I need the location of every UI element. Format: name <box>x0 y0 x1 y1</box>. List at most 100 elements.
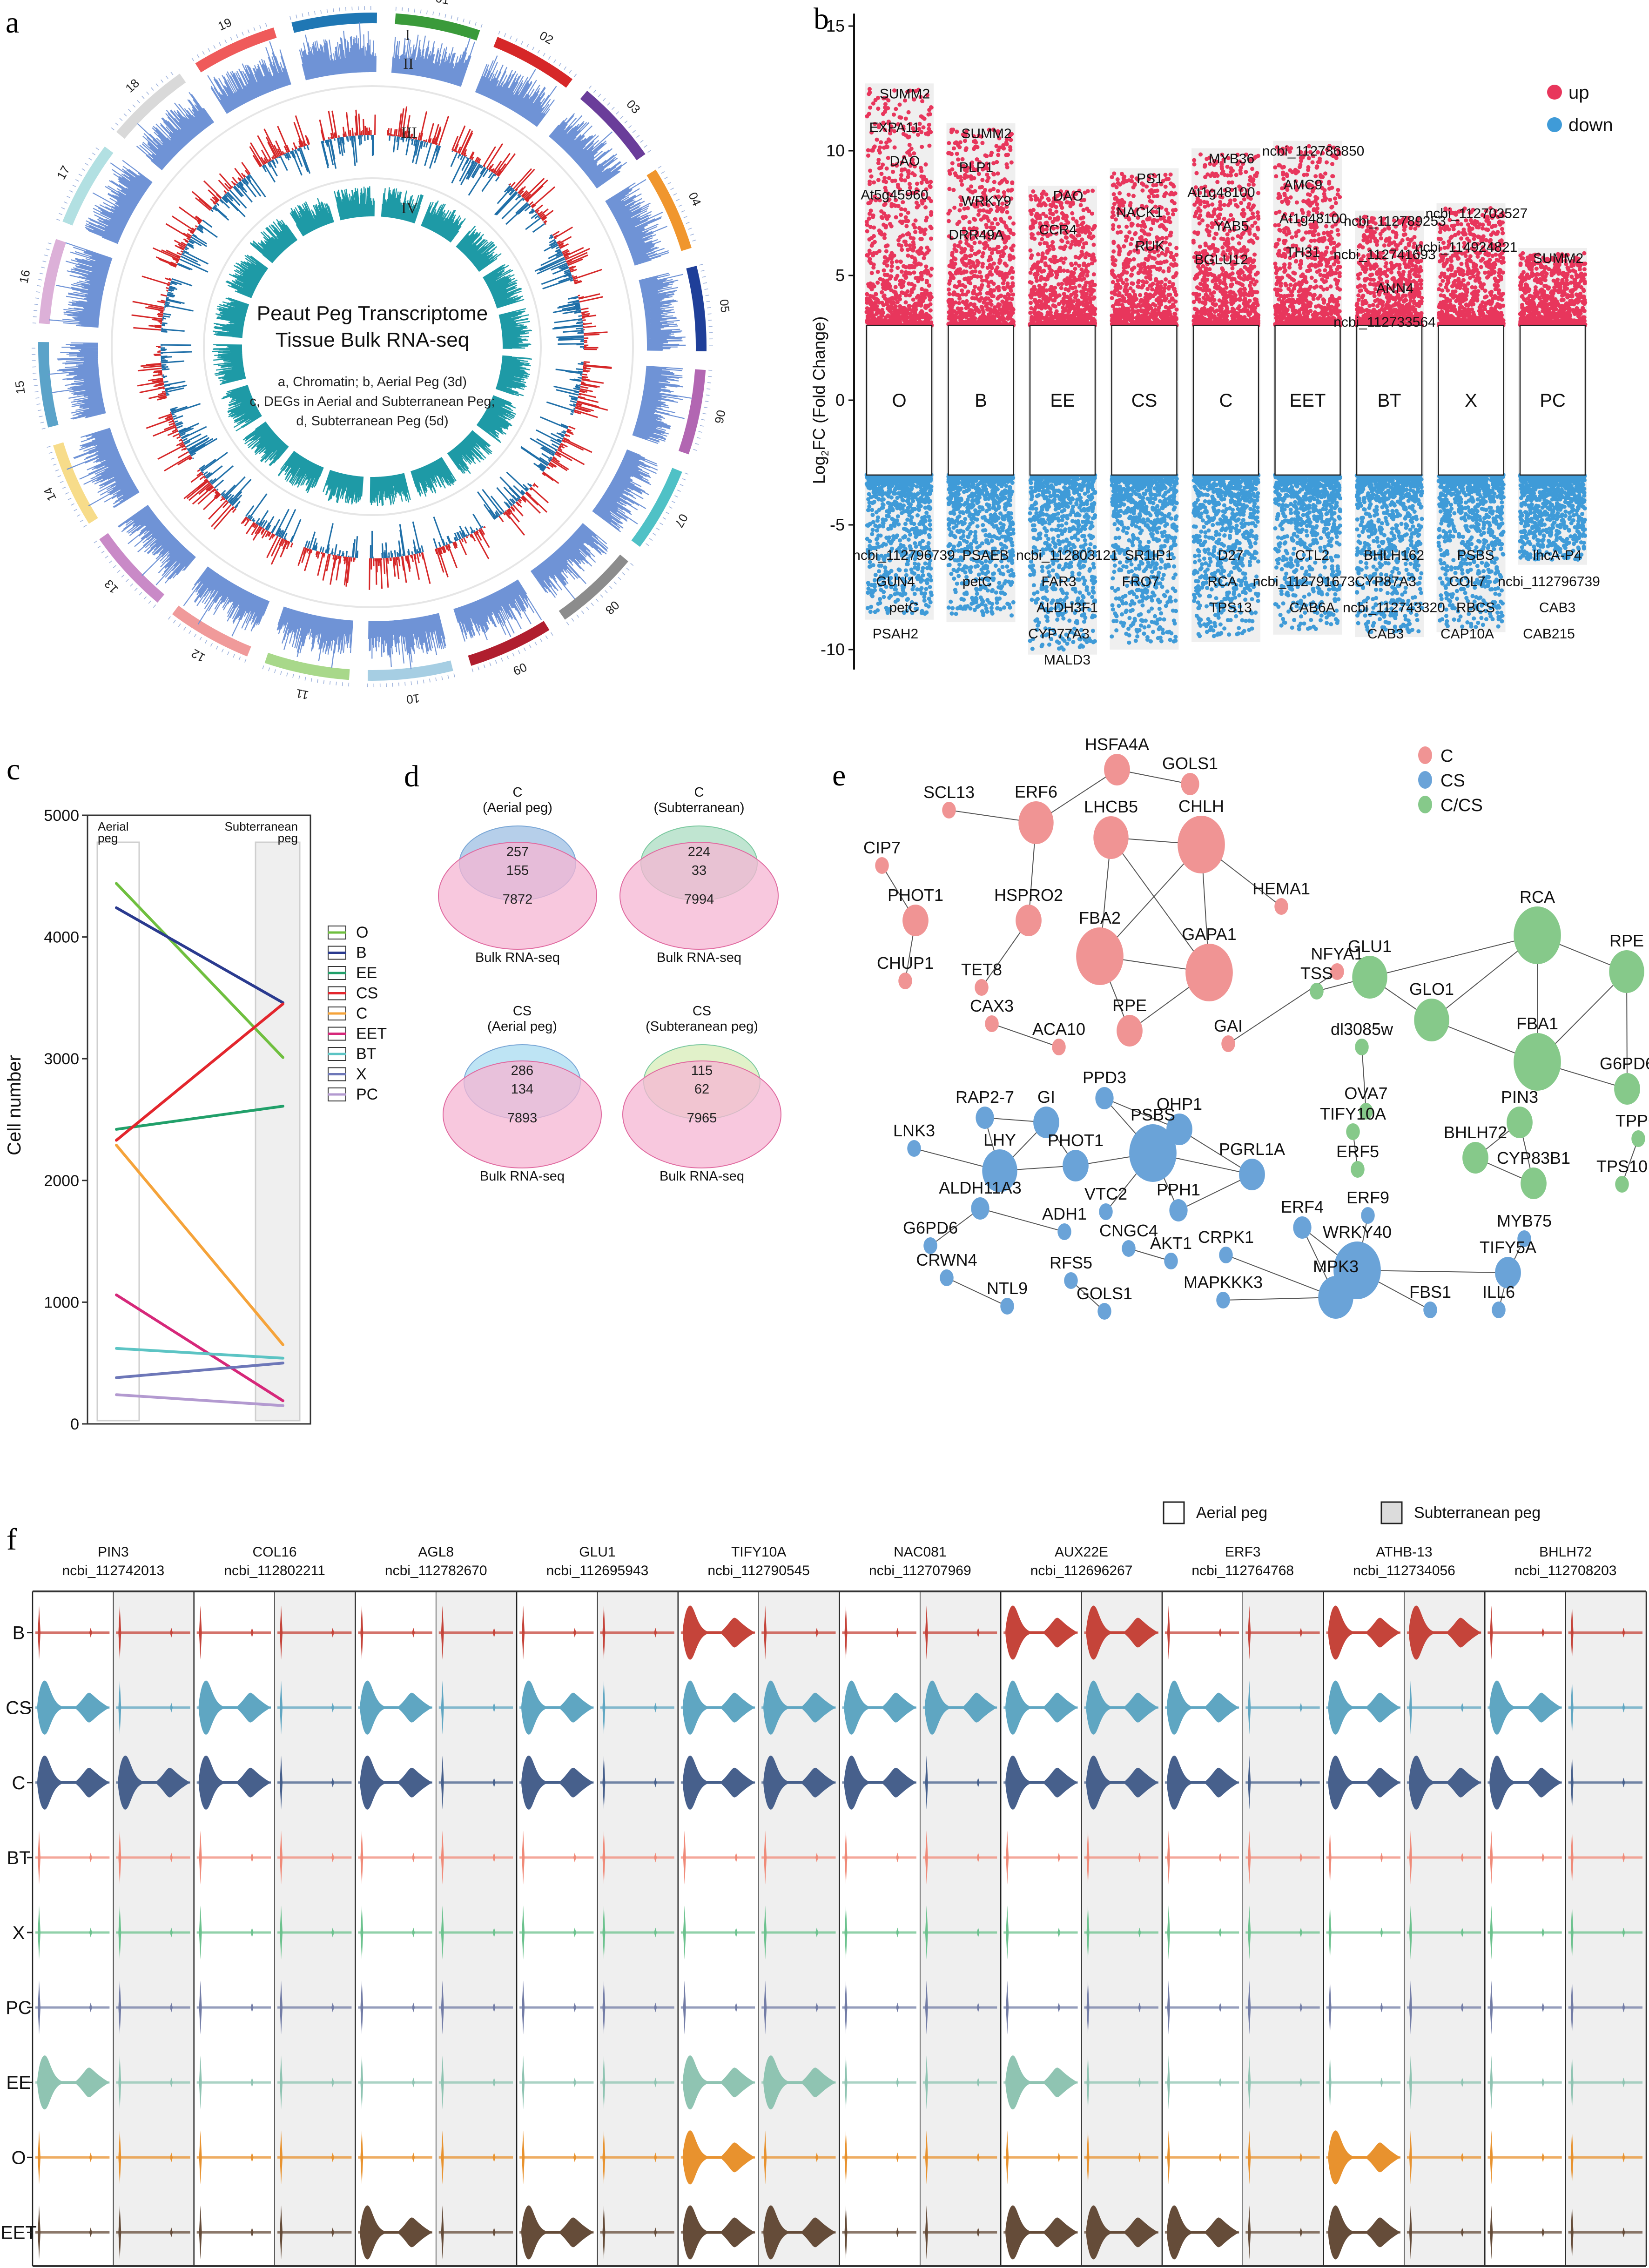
cluster-label: X <box>1465 390 1477 411</box>
violin <box>438 1680 513 1735</box>
chromosome-11: 11 <box>262 470 364 702</box>
violin-small-bump <box>1541 2002 1545 2013</box>
deg-up-bars <box>387 106 450 146</box>
gene-label-up: At1g48100 <box>1279 211 1347 226</box>
row-label-B: B <box>13 1623 25 1644</box>
violin-body <box>1086 1605 1158 1660</box>
scale-tick <box>700 425 704 427</box>
node-label: VTC2 <box>1084 1184 1127 1203</box>
violin-spike <box>844 2055 848 2110</box>
node-circle <box>975 979 989 996</box>
violin <box>1245 2130 1320 2185</box>
row-label-O: O <box>11 2147 26 2168</box>
deg-up-bars <box>297 547 356 587</box>
violin-small-bump <box>815 1852 818 1863</box>
expression-histogram <box>456 225 502 272</box>
legend-label-down: down <box>1568 115 1613 135</box>
violin-small-bump <box>896 2077 899 2087</box>
cluster-box <box>1192 324 1259 476</box>
circos-title: Peaut Peg Transcriptome <box>257 302 488 325</box>
scale-tick <box>474 22 477 26</box>
violin-spike <box>280 1980 283 2035</box>
violin-spike <box>764 2130 767 2185</box>
violin-small-bump <box>170 2002 173 2013</box>
scale-tick <box>626 567 630 571</box>
venn-title-cell: CS <box>513 1004 532 1019</box>
node-circle <box>1615 1176 1629 1193</box>
network-node: MAPKKK3 <box>1184 1273 1263 1308</box>
subterranean-column <box>1404 1591 1485 2266</box>
scale-tick <box>529 644 532 649</box>
violin <box>922 2055 997 2110</box>
density-histogram <box>605 179 669 266</box>
scale-tick <box>598 94 601 97</box>
scale-tick <box>664 176 668 179</box>
violin <box>842 1906 916 1959</box>
node-label: MPK3 <box>1313 1257 1359 1276</box>
violin <box>438 1980 513 2035</box>
chromosome-04: 04 <box>483 166 704 309</box>
gene-label-up: YAB5 <box>1214 219 1249 234</box>
violin-small-bump <box>170 2077 173 2087</box>
scale-tick <box>76 514 81 517</box>
network-node: PPD3 <box>1083 1068 1126 1109</box>
density-histogram <box>592 449 658 532</box>
violin-spike <box>1570 1680 1574 1735</box>
violin <box>922 1980 997 2035</box>
deg-down-bars <box>177 219 218 273</box>
chromosome-band <box>631 468 682 547</box>
violin <box>116 1680 190 1735</box>
node-label: BHLH72 <box>1444 1123 1507 1142</box>
violin-spike <box>1490 2205 1493 2260</box>
circos-legend-line-1: a, Chromatin; b, Aerial Peg (3d) <box>278 375 467 389</box>
violin <box>761 1906 836 1959</box>
venn-overlap-count: 155 <box>506 863 529 878</box>
violin-small-bump <box>331 2002 334 2013</box>
network-edge <box>980 1208 1065 1232</box>
scale-tick <box>662 517 666 520</box>
node-label: dl3085w <box>1331 1020 1393 1039</box>
violin <box>1326 1906 1400 1959</box>
violin <box>358 1980 432 2035</box>
deg-up-bars <box>146 412 193 472</box>
violin-spike <box>1248 2130 1251 2185</box>
scale-tick <box>244 659 247 663</box>
scale-tick <box>609 585 612 589</box>
violin <box>1084 2205 1158 2260</box>
violin <box>1326 1755 1400 1810</box>
scale-tick <box>59 213 63 215</box>
scale-tick <box>196 54 200 58</box>
violin-small-bump <box>1299 1703 1303 1713</box>
network-edge <box>1361 1047 1366 1112</box>
scale-tick <box>656 528 660 530</box>
node-circle <box>1097 1303 1111 1320</box>
violin <box>1084 1680 1158 1735</box>
network-node: CHLH <box>1178 797 1225 873</box>
violin-small-bump <box>170 1852 173 1863</box>
category-label-subterranean: Subterranean <box>224 819 298 833</box>
network-edge <box>946 1277 1008 1307</box>
violin <box>196 1830 271 1885</box>
cluster-label: O <box>892 390 906 411</box>
violin-spike <box>1490 1605 1493 1660</box>
gene-label-up: ncbi_112741693 <box>1333 247 1436 262</box>
scale-tick <box>707 382 711 383</box>
violin <box>761 1980 836 2035</box>
violin-spike <box>38 1980 40 2035</box>
series-line-BT <box>115 1347 284 1360</box>
expression-histogram <box>381 187 424 224</box>
node-circle <box>1219 1247 1233 1263</box>
violin-small-bump <box>976 2152 980 2162</box>
venn-title-cell: C <box>694 785 704 800</box>
panel-label-a: a <box>6 6 19 40</box>
violin <box>277 1605 352 1660</box>
violin-small-bump <box>654 2002 657 2013</box>
expression-histogram <box>447 430 492 474</box>
scale-tick <box>101 550 105 554</box>
chromosome-10: 10 <box>367 473 455 707</box>
violin-small-bump <box>250 2002 254 2013</box>
venn-diagram-1: C(Aerial peg) 257 155 7872 Bulk RNA-seq <box>438 785 597 965</box>
violin <box>519 2055 594 2110</box>
scale-tick <box>72 184 76 187</box>
node-label: PIN3 <box>1501 1087 1538 1107</box>
